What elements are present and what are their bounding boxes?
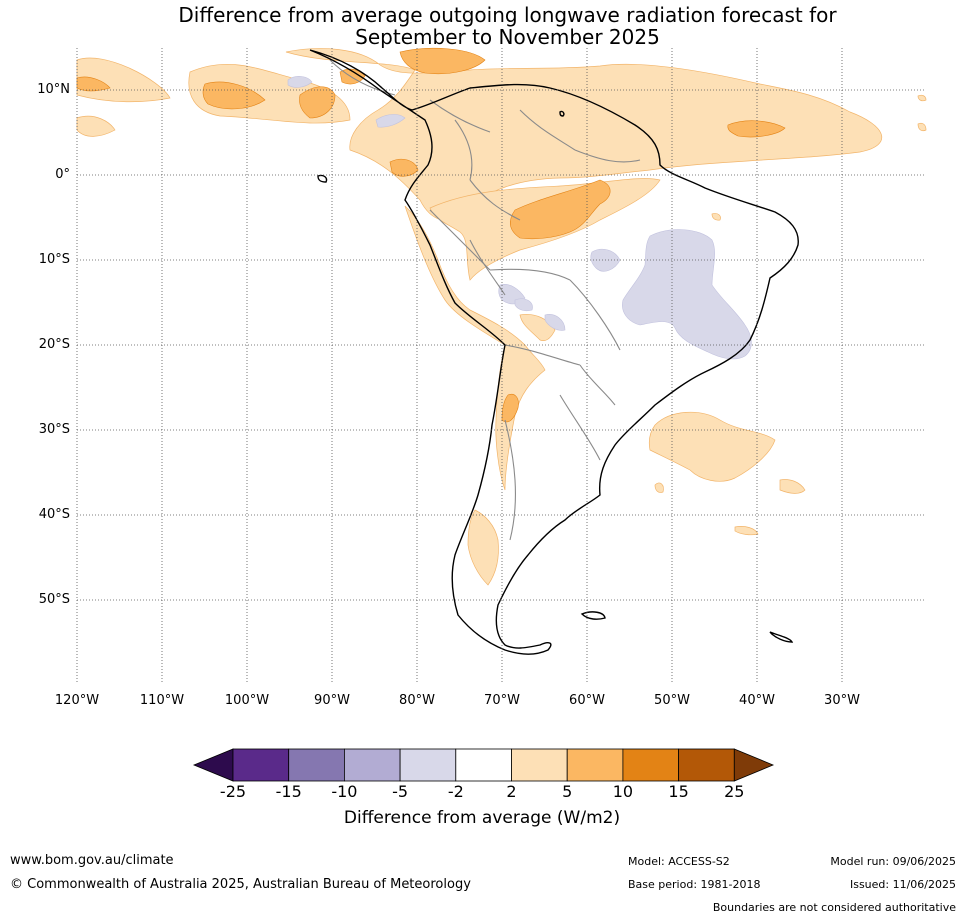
lon-label-100w: 100°W xyxy=(224,693,270,708)
lat-label-40s: 40°S xyxy=(38,507,70,522)
colorbar-tick-7: 5 xyxy=(562,782,573,801)
colorbar-upper-extend xyxy=(733,748,775,782)
lon-label-70w: 70°W xyxy=(484,693,520,708)
boundaries-note: Boundaries are not considered authoritat… xyxy=(712,901,956,914)
lon-label-110w: 110°W xyxy=(139,693,185,708)
website-link[interactable]: www.bom.gov.au/climate xyxy=(10,853,174,868)
lon-label-60w: 60°W xyxy=(569,693,605,708)
lon-label-30w: 30°W xyxy=(824,693,860,708)
colorbar-segment-3 xyxy=(343,748,401,782)
lon-label-80w: 80°W xyxy=(399,693,435,708)
lon-label-120w: 120°W xyxy=(54,693,100,708)
negative-anomaly xyxy=(287,76,752,360)
colorbar-tick-10: 25 xyxy=(724,782,745,801)
colorbar-title: Difference from average (W/m2) xyxy=(343,808,621,828)
graticule xyxy=(76,48,926,684)
lon-label-40w: 40°W xyxy=(739,693,775,708)
colorbar-tick-6: 2 xyxy=(506,782,517,801)
model-run: Model run: 09/06/2025 xyxy=(830,855,956,868)
lat-label-10n: 10°N xyxy=(37,82,70,97)
colorbar-segment-9 xyxy=(678,748,735,782)
model-name: Model: ACCESS-S2 xyxy=(628,855,730,868)
colorbar-segment-5 xyxy=(455,748,512,782)
title-line-1: Difference from average outgoing longwav… xyxy=(178,3,837,27)
lat-label-0: 0° xyxy=(55,167,70,182)
colorbar-segment-6 xyxy=(511,748,568,782)
colorbar-tick-5: -2 xyxy=(447,782,464,801)
map-panel xyxy=(76,48,927,684)
mid-positive-anomaly xyxy=(76,48,786,423)
lat-label-50s: 50°S xyxy=(38,592,70,607)
copyright: © Commonwealth of Australia 2025, Austra… xyxy=(10,877,471,892)
colorbar-tick-8: 10 xyxy=(612,782,634,801)
colorbar-tick-4: -5 xyxy=(392,782,409,801)
colorbar-segment-4 xyxy=(399,748,457,782)
colorbar-tick-2: -15 xyxy=(275,782,302,801)
colorbar-tick-3: -10 xyxy=(331,782,358,801)
colorbar xyxy=(192,748,775,782)
lat-label-20s: 20°S xyxy=(38,337,70,352)
issued-date: Issued: 11/06/2025 xyxy=(849,878,956,891)
title-line-2: September to November 2025 xyxy=(355,25,660,49)
colorbar-segment-1 xyxy=(232,748,290,782)
colorbar-lower-extend xyxy=(192,748,234,782)
lon-label-90w: 90°W xyxy=(314,693,350,708)
colorbar-segment-2 xyxy=(288,748,345,782)
colorbar-segment-8 xyxy=(622,748,680,782)
coastline xyxy=(309,49,799,655)
colorbar-segment-7 xyxy=(566,748,624,782)
title: Difference from average outgoing longwav… xyxy=(0,4,965,48)
lon-label-50w: 50°W xyxy=(654,693,690,708)
base-period: Base period: 1981-2018 xyxy=(628,878,761,891)
map-svg xyxy=(76,48,927,684)
country-borders xyxy=(329,59,641,541)
colorbar-tick-1: -25 xyxy=(219,782,247,801)
lat-label-10s: 10°S xyxy=(38,252,70,267)
colorbar-tick-9: 15 xyxy=(668,782,689,801)
lat-label-30s: 30°S xyxy=(38,422,70,437)
